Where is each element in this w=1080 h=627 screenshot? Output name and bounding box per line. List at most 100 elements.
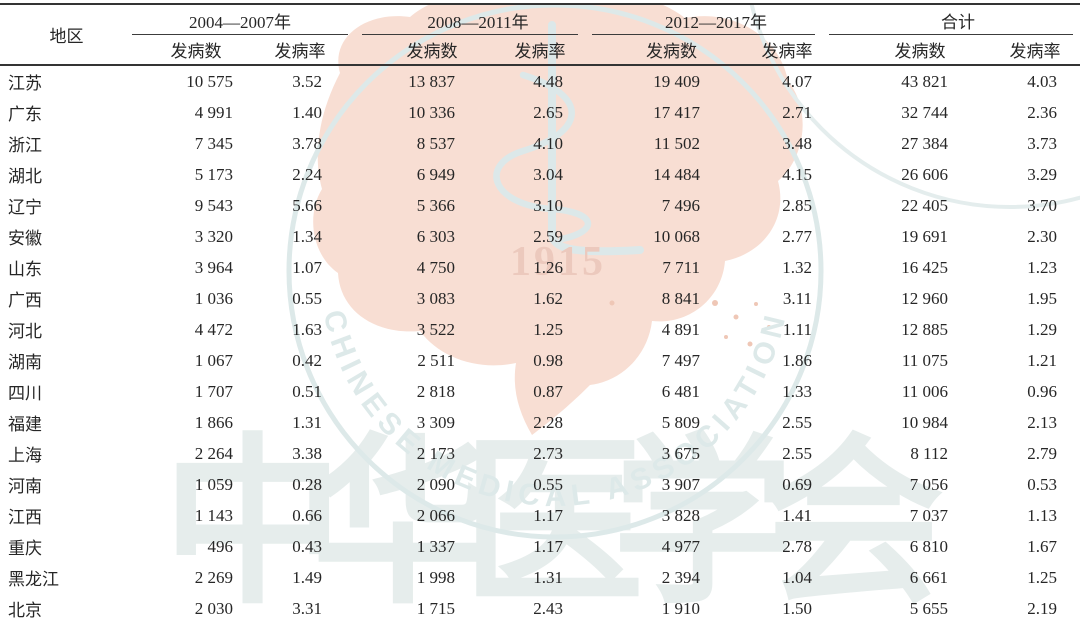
rate-cell: 0.28 — [292, 474, 322, 494]
rate-cell: 0.96 — [1027, 381, 1057, 401]
cases-cell: 3 964 — [194, 257, 233, 277]
cases-cell: 3 309 — [416, 412, 455, 432]
cases-cell: 1 866 — [194, 412, 233, 432]
region-cell: 山东 — [8, 260, 42, 279]
cases-cell: 7 496 — [661, 195, 700, 215]
cases-cell: 1 067 — [194, 350, 233, 370]
rate-cell: 1.25 — [1027, 567, 1057, 587]
cases-cell: 26 606 — [901, 164, 948, 184]
cases-cell: 1 910 — [661, 598, 700, 618]
cases-cell: 1 036 — [194, 288, 233, 308]
cases-cell: 2 511 — [417, 350, 455, 370]
rate-cell: 4.07 — [782, 71, 812, 91]
table-row: 辽宁 9 543 5.66 5 366 3.10 7 496 2.85 22 405 3.70 — [0, 190, 1080, 221]
cases-cell: 3 675 — [661, 443, 700, 463]
cases-cell: 7 711 — [662, 257, 700, 277]
period-header-total: 合计 — [822, 4, 1080, 35]
cases-cell: 43 821 — [901, 71, 948, 91]
rate-cell: 3.29 — [1027, 164, 1057, 184]
cases-cell: 2 394 — [661, 567, 700, 587]
cases-cell: 5 655 — [909, 598, 948, 618]
rate-cell: 1.17 — [533, 536, 563, 556]
rate-cell: 2.55 — [782, 443, 812, 463]
region-cell: 重庆 — [8, 539, 42, 558]
table-body: 江苏 10 575 3.52 13 837 4.48 19 409 4.07 43 821 4.… — [0, 65, 1080, 624]
cases-cell: 4 472 — [194, 319, 233, 339]
cases-cell: 2 173 — [416, 443, 455, 463]
period-header-2012-2017: 2012—2017年 — [585, 4, 822, 35]
table-row: 黑龙江 2 269 1.49 1 998 1.31 2 394 1.04 6 661 1.25 — [0, 562, 1080, 593]
cases-cell: 4 891 — [661, 319, 700, 339]
cases-cell: 1 337 — [416, 536, 455, 556]
rate-cell: 4.48 — [533, 71, 563, 91]
rate-cell: 1.13 — [1027, 505, 1057, 525]
cases-cell: 4 991 — [194, 102, 233, 122]
cases-cell: 13 837 — [408, 71, 455, 91]
cma-hanzi-watermark: 中华医学会 — [162, 425, 944, 626]
cases-cell: 6 661 — [909, 567, 948, 587]
rate-cell: 2.85 — [782, 195, 812, 215]
rate-cell: 2.65 — [533, 102, 563, 122]
rate-cell: 0.55 — [292, 288, 322, 308]
rate-cell: 1.32 — [782, 257, 812, 277]
cases-cell: 12 885 — [901, 319, 948, 339]
cases-cell: 11 075 — [901, 350, 948, 370]
period-header-2008-2011: 2008—2011年 — [355, 4, 585, 35]
rate-cell: 3.52 — [292, 71, 322, 91]
rate-cell: 0.51 — [292, 381, 322, 401]
cases-cell: 16 425 — [901, 257, 948, 277]
cases-cell: 6 810 — [909, 536, 948, 556]
rate-cell: 2.36 — [1027, 102, 1057, 122]
rate-cell: 1.21 — [1027, 350, 1057, 370]
table-row: 北京 2 030 3.31 1 715 2.43 1 910 1.50 5 655 2.19 — [0, 593, 1080, 624]
rate-cell: 1.95 — [1027, 288, 1057, 308]
rate-cell: 3.11 — [782, 288, 812, 308]
region-cell: 江西 — [8, 508, 42, 527]
cases-cell: 1 143 — [194, 505, 233, 525]
corner-arc-decoration — [749, 3, 1080, 209]
cases-column-header: 发病数 — [822, 35, 958, 66]
rate-cell: 1.17 — [533, 505, 563, 525]
cases-cell: 10 575 — [186, 71, 233, 91]
rate-cell: 2.59 — [533, 226, 563, 246]
cases-cell: 6 481 — [661, 381, 700, 401]
cases-cell: 5 173 — [194, 164, 233, 184]
cases-cell: 7 497 — [661, 350, 700, 370]
incidence-table: 地区 2004—2007年 2008—2011年 2012—2017年 合计 发… — [0, 3, 1080, 624]
cases-cell: 12 960 — [901, 288, 948, 308]
region-column-header: 地区 — [0, 4, 125, 66]
rate-cell: 1.11 — [782, 319, 812, 339]
region-cell: 湖北 — [8, 167, 42, 186]
rate-cell: 3.70 — [1027, 195, 1057, 215]
cases-cell: 27 384 — [901, 133, 948, 153]
cases-cell: 1 715 — [416, 598, 455, 618]
table-row: 浙江 7 345 3.78 8 537 4.10 11 502 3.48 27 384 3.73 — [0, 128, 1080, 159]
region-cell: 湖南 — [8, 353, 42, 372]
table-row: 安徽 3 320 1.34 6 303 2.59 10 068 2.77 19 691 2.30 — [0, 221, 1080, 252]
cases-cell: 7 345 — [194, 133, 233, 153]
table-row: 河南 1 059 0.28 2 090 0.55 3 907 0.69 7 056 0.53 — [0, 469, 1080, 500]
china-map-watermark — [313, 3, 803, 435]
rate-cell: 1.31 — [292, 412, 322, 432]
rate-cell: 1.29 — [1027, 319, 1057, 339]
rate-column-header: 发病率 — [475, 35, 585, 66]
table-row: 四川 1 707 0.51 2 818 0.87 6 481 1.33 11 006 0.96 — [0, 376, 1080, 407]
cases-cell: 4 977 — [661, 536, 700, 556]
region-cell: 黑龙江 — [8, 570, 59, 589]
region-cell: 上海 — [8, 446, 42, 465]
rate-cell: 1.07 — [292, 257, 322, 277]
table-row: 广西 1 036 0.55 3 083 1.62 8 841 3.11 12 960 1.95 — [0, 283, 1080, 314]
rate-cell: 1.49 — [292, 567, 322, 587]
rate-cell: 3.48 — [782, 133, 812, 153]
rate-cell: 1.34 — [292, 226, 322, 246]
rate-cell: 3.10 — [533, 195, 563, 215]
rate-cell: 4.15 — [782, 164, 812, 184]
cases-cell: 2 090 — [416, 474, 455, 494]
cases-cell: 496 — [207, 536, 234, 556]
cases-column-header: 发病数 — [125, 35, 245, 66]
rate-column-header: 发病率 — [710, 35, 822, 66]
rate-cell: 4.03 — [1027, 71, 1057, 91]
rate-cell: 2.19 — [1027, 598, 1057, 618]
cases-column-header: 发病数 — [585, 35, 710, 66]
table-row: 山东 3 964 1.07 4 750 1.26 7 711 1.32 16 425 1.23 — [0, 252, 1080, 283]
